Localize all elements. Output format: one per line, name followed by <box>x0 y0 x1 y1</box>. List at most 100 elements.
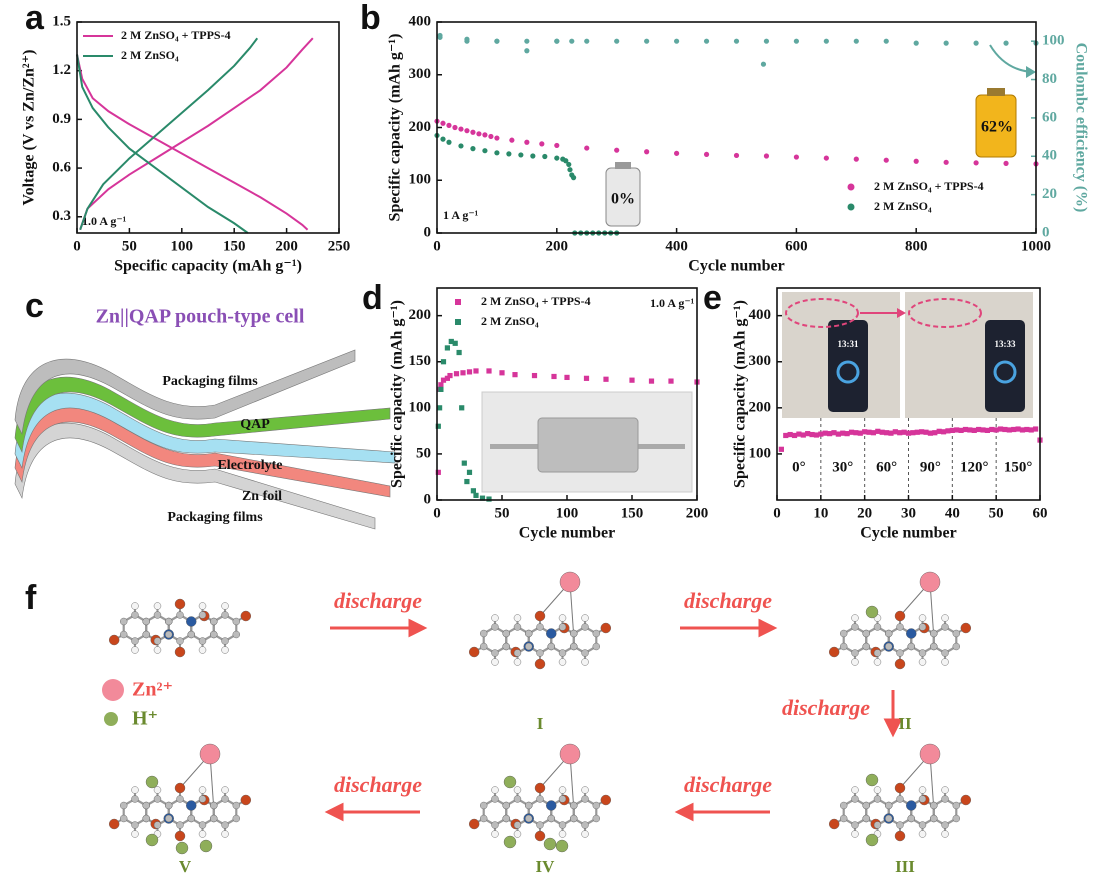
point <box>584 38 590 44</box>
pouch-photo <box>481 391 693 493</box>
legend-label: 2 M ZnSO₄ <box>121 48 179 62</box>
point <box>897 430 903 436</box>
atom <box>142 630 150 639</box>
annotation: 0% <box>611 191 635 208</box>
x-tick-label: 20 <box>857 505 872 521</box>
atom <box>547 642 555 651</box>
atom <box>513 623 522 631</box>
layer-label: Packaging films <box>167 510 263 525</box>
point <box>466 369 473 375</box>
atom <box>828 818 840 830</box>
atom <box>930 801 938 810</box>
atom <box>187 630 195 639</box>
point <box>993 427 999 433</box>
atom <box>153 646 162 654</box>
atom <box>581 821 589 829</box>
atom <box>176 611 184 619</box>
point <box>971 427 977 434</box>
point <box>644 149 650 155</box>
point <box>446 139 452 145</box>
atom <box>941 830 949 838</box>
point <box>438 382 444 388</box>
atom <box>581 786 589 794</box>
atom <box>592 629 600 638</box>
y-tick-label: 0 <box>424 491 432 507</box>
point <box>923 429 929 435</box>
point <box>644 38 650 44</box>
y-tick-label: 100 <box>409 399 432 415</box>
point <box>446 122 452 128</box>
atom <box>221 611 229 619</box>
x-tick-label: 50 <box>495 505 510 521</box>
point <box>512 372 518 378</box>
atom <box>503 835 517 849</box>
layer <box>14 349 356 436</box>
point <box>823 38 829 44</box>
point <box>473 492 479 498</box>
atom <box>930 642 938 651</box>
atom <box>873 658 882 666</box>
arrows <box>324 618 903 822</box>
plot-frame <box>436 21 1037 234</box>
point <box>910 430 916 436</box>
atom <box>153 602 162 610</box>
y-tick-label: 200 <box>409 307 432 323</box>
point <box>984 427 990 434</box>
y-tick-label: 0.3 <box>52 208 71 224</box>
atom <box>108 818 120 830</box>
atom <box>543 837 557 851</box>
atom <box>558 649 567 657</box>
y-tick-label: 0.6 <box>52 160 71 176</box>
point <box>818 431 824 437</box>
layer-label: Packaging films <box>162 374 258 389</box>
atom <box>930 629 938 638</box>
atom <box>600 794 612 806</box>
point <box>479 495 486 501</box>
atom <box>221 602 229 610</box>
point <box>584 145 590 151</box>
atom <box>491 658 499 666</box>
arrow-label: discharge <box>684 772 772 797</box>
atom <box>221 830 229 838</box>
layer-label: Electrolyte <box>217 458 282 473</box>
legend-swatch <box>847 203 855 211</box>
layer-label: QAP <box>240 417 270 432</box>
atom <box>960 622 972 634</box>
atom <box>600 622 612 634</box>
atom <box>525 642 533 651</box>
atom <box>873 821 882 829</box>
point <box>470 146 476 152</box>
point <box>494 135 500 141</box>
x-tick-label: 0 <box>73 238 81 254</box>
proton-key <box>104 712 118 726</box>
atom <box>896 649 904 657</box>
x-tick-label: 0 <box>433 505 441 521</box>
atom <box>153 786 162 794</box>
point <box>524 48 530 54</box>
atom <box>894 658 906 670</box>
point <box>967 427 973 433</box>
point <box>583 375 590 381</box>
point <box>458 143 464 149</box>
atom <box>558 614 567 622</box>
point <box>973 40 979 46</box>
atom <box>142 617 150 626</box>
point <box>452 340 458 346</box>
atom <box>232 617 240 626</box>
atom <box>918 786 927 794</box>
panel-label: f <box>25 579 37 617</box>
line <box>79 37 259 231</box>
x-tick-label: 40 <box>945 505 960 521</box>
atom <box>851 614 859 622</box>
atom <box>480 629 488 638</box>
point <box>883 430 890 436</box>
atom <box>546 628 557 639</box>
atom <box>198 830 207 838</box>
x-tick-label: 250 <box>328 238 351 254</box>
atom <box>592 814 600 823</box>
atom <box>558 658 567 666</box>
point <box>932 430 938 436</box>
atom <box>198 646 207 654</box>
atom <box>885 801 893 810</box>
arrow-label: discharge <box>334 588 422 613</box>
